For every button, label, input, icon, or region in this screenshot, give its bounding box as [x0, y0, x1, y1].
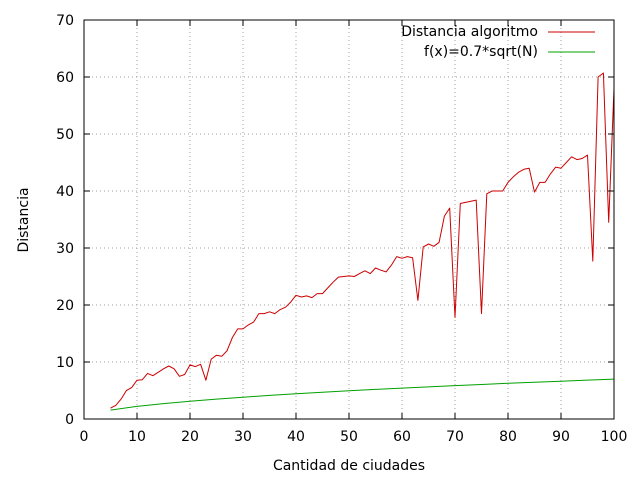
x-tick-label: 20	[181, 429, 199, 445]
y-axis-label: Distancia	[16, 187, 32, 252]
legend: Distancia algoritmo f(x)=0.7*sqrt(N)	[401, 24, 595, 60]
legend-label-series-1: Distancia algoritmo	[401, 24, 538, 40]
x-tick-label: 60	[393, 429, 411, 445]
x-axis-label: Cantidad de ciudades	[273, 458, 425, 474]
y-tick-label: 30	[56, 241, 74, 257]
x-tick-label: 70	[446, 429, 464, 445]
y-tick-label: 10	[56, 355, 74, 371]
x-tick-label: 0	[80, 429, 89, 445]
axis-ticks: 0 10 20 30 40 50 60 70 80 90 100 0 10 20 30 40 50 60 70	[56, 13, 627, 445]
series-line-1	[110, 72, 615, 409]
x-tick-label: 10	[128, 429, 146, 445]
x-tick-label: 40	[287, 429, 305, 445]
series-line-2	[110, 378, 615, 411]
y-tick-label: 20	[56, 298, 74, 314]
y-tick-label: 50	[56, 127, 74, 143]
y-tick-label: 60	[56, 70, 74, 86]
x-tick-label: 80	[499, 429, 517, 445]
x-tick-label: 90	[552, 429, 570, 445]
grid	[84, 20, 614, 419]
legend-label-series-2: f(x)=0.7*sqrt(N)	[424, 44, 538, 60]
y-tick-label: 40	[56, 184, 74, 200]
series-layer	[110, 72, 615, 411]
x-tick-label: 100	[601, 429, 628, 445]
x-tick-label: 30	[234, 429, 252, 445]
plot-frame	[83, 19, 615, 420]
y-tick-label: 0	[65, 412, 74, 428]
x-tick-label: 50	[340, 429, 358, 445]
y-tick-label: 70	[56, 13, 74, 29]
